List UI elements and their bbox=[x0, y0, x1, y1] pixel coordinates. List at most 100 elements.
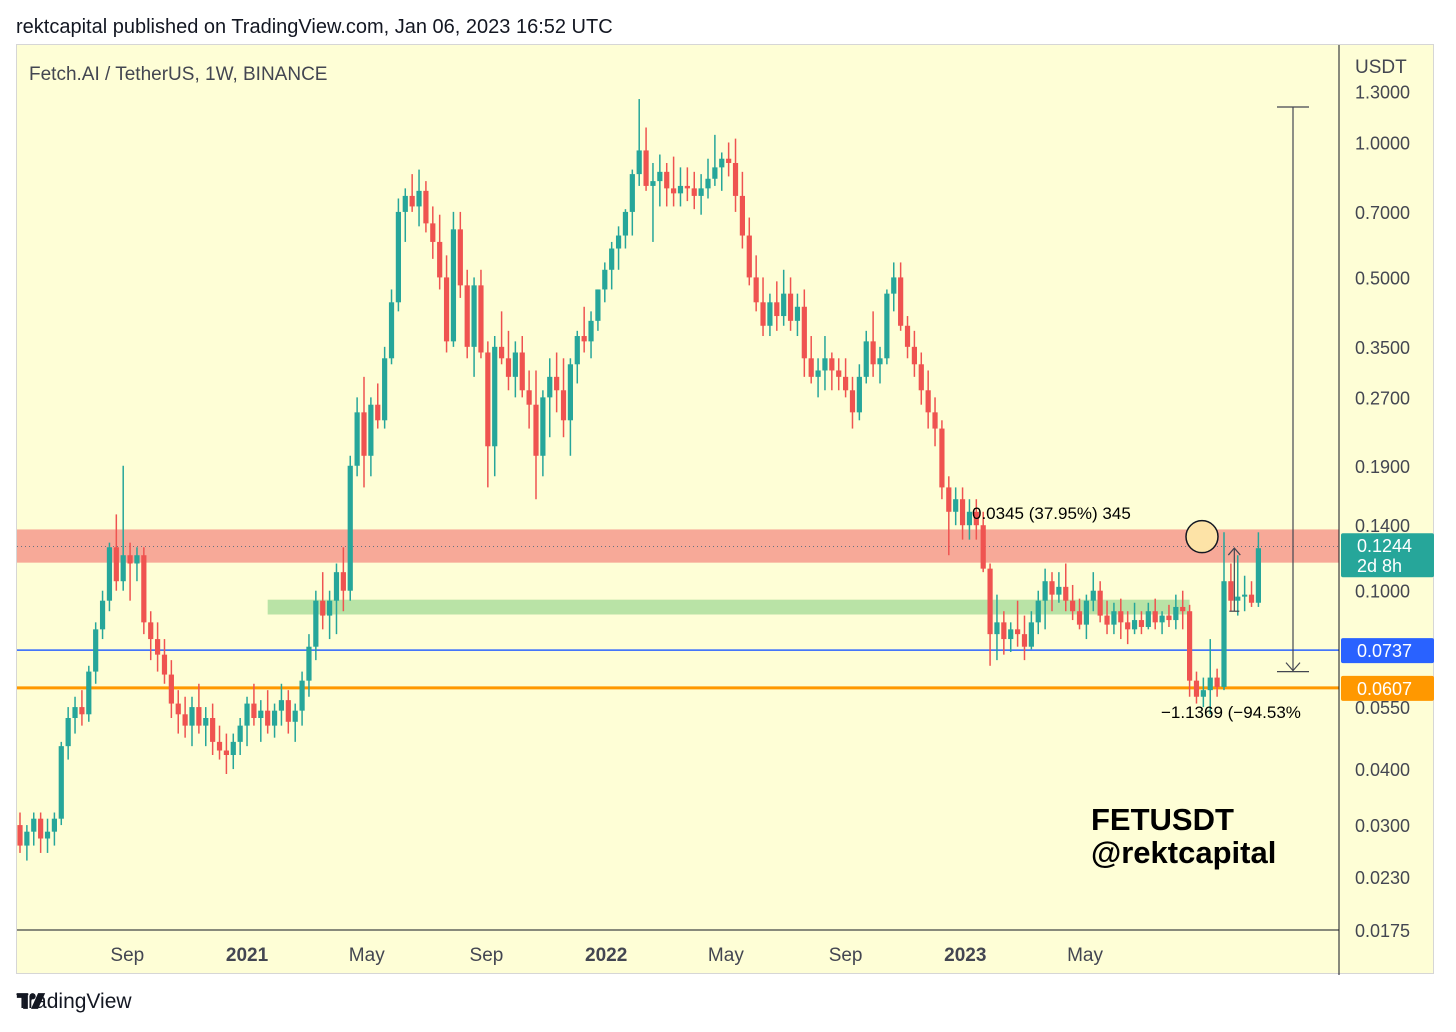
candle-body bbox=[567, 364, 573, 421]
drawing-tools-layer: 0.0345 (37.95%) 345 −1.1369 (−94.53% bbox=[972, 106, 1309, 722]
candle bbox=[849, 376, 856, 429]
candle-body bbox=[1248, 594, 1255, 603]
candle bbox=[712, 134, 718, 186]
candle bbox=[347, 455, 353, 601]
candle-body bbox=[430, 223, 436, 242]
candle-body bbox=[375, 404, 381, 421]
candle bbox=[1193, 671, 1200, 704]
candle bbox=[911, 330, 917, 377]
candle bbox=[581, 306, 587, 353]
candle-body bbox=[368, 404, 374, 456]
candle-body bbox=[106, 547, 113, 601]
candle-body bbox=[93, 629, 99, 672]
candle-body bbox=[1125, 622, 1131, 630]
candle bbox=[320, 572, 326, 630]
candle-body bbox=[719, 158, 725, 168]
candle-body bbox=[877, 358, 883, 365]
candlestick-chart[interactable]: 0.0345 (37.95%) 345 −1.1369 (−94.53% 1.30… bbox=[17, 45, 1435, 975]
candle bbox=[44, 818, 51, 853]
candle-body bbox=[732, 162, 739, 196]
candle-body bbox=[457, 229, 463, 286]
candle-body bbox=[712, 167, 718, 179]
candle bbox=[801, 289, 807, 377]
candle bbox=[65, 707, 71, 760]
candle-body bbox=[533, 404, 539, 456]
arrow-up-icon bbox=[1227, 547, 1241, 556]
candle-body bbox=[898, 277, 904, 326]
candle-body bbox=[581, 336, 587, 342]
candle bbox=[815, 358, 821, 398]
candle bbox=[99, 590, 106, 640]
candle-body bbox=[540, 397, 546, 456]
orange-line-price-tag-bg bbox=[1341, 675, 1434, 701]
candle bbox=[1049, 572, 1055, 612]
candle-body bbox=[216, 741, 223, 751]
candle bbox=[664, 162, 670, 207]
time-tick-label: May bbox=[708, 945, 744, 966]
candle-body bbox=[1180, 606, 1186, 612]
blue-line-price-tag-text: 0.0737 bbox=[1357, 641, 1412, 661]
candle bbox=[120, 465, 126, 591]
candle bbox=[829, 352, 835, 391]
candle bbox=[836, 358, 842, 391]
candle-body bbox=[726, 158, 732, 163]
candle bbox=[1021, 615, 1028, 661]
candle bbox=[567, 358, 573, 456]
candle-body bbox=[774, 302, 780, 317]
candle-body bbox=[1035, 600, 1041, 623]
candle-body bbox=[86, 671, 92, 715]
candle-body bbox=[44, 831, 51, 839]
time-tick-label: 2023 bbox=[944, 945, 986, 966]
candle bbox=[691, 171, 697, 210]
candle bbox=[58, 741, 64, 826]
candle bbox=[1207, 639, 1213, 715]
candle-body bbox=[230, 741, 236, 755]
candle bbox=[980, 511, 986, 573]
candle-body bbox=[615, 235, 622, 249]
candle bbox=[134, 547, 140, 582]
candle bbox=[918, 352, 924, 405]
candle-body bbox=[574, 336, 580, 365]
candle-body bbox=[437, 241, 443, 278]
price-tick-label: 0.2700 bbox=[1355, 388, 1410, 408]
candle-body bbox=[251, 703, 257, 719]
candle bbox=[547, 358, 553, 438]
candle bbox=[1235, 555, 1241, 616]
candle bbox=[1076, 598, 1083, 630]
candle bbox=[1255, 532, 1261, 607]
price-tick-label: 0.1400 bbox=[1355, 516, 1410, 536]
candle-body bbox=[560, 390, 567, 421]
candle-body bbox=[698, 188, 704, 196]
candle bbox=[636, 99, 642, 186]
chart-frame: 0.0345 (37.95%) 345 −1.1369 (−94.53% 1.30… bbox=[16, 44, 1435, 975]
candle-body bbox=[1063, 586, 1069, 601]
candle bbox=[388, 289, 395, 365]
candle bbox=[588, 311, 594, 359]
candle bbox=[437, 214, 443, 290]
candle-body bbox=[870, 341, 876, 365]
candle-body bbox=[822, 358, 828, 371]
candle bbox=[1173, 594, 1179, 630]
candle-body bbox=[505, 358, 512, 377]
price-tick-label: 1.3000 bbox=[1355, 82, 1410, 102]
price-tick-label: 0.7000 bbox=[1355, 203, 1410, 223]
candle-body bbox=[1173, 606, 1179, 621]
candle-body bbox=[361, 412, 367, 456]
candle bbox=[767, 293, 773, 337]
candle-body bbox=[1228, 581, 1234, 601]
candle bbox=[93, 622, 99, 684]
candle bbox=[327, 590, 333, 640]
candle bbox=[877, 346, 883, 384]
candle bbox=[677, 167, 684, 207]
time-tick-label: Sep bbox=[470, 945, 504, 966]
candle-body bbox=[808, 358, 814, 377]
candle-body bbox=[753, 277, 759, 303]
candle bbox=[774, 281, 780, 331]
candle bbox=[244, 696, 250, 747]
candle-body bbox=[1221, 581, 1227, 687]
candle-body bbox=[1118, 611, 1124, 623]
candle-body bbox=[388, 302, 395, 359]
footer-brand[interactable]: TradingView bbox=[16, 990, 132, 1013]
candle-body bbox=[58, 746, 64, 819]
candle-body bbox=[340, 572, 346, 591]
